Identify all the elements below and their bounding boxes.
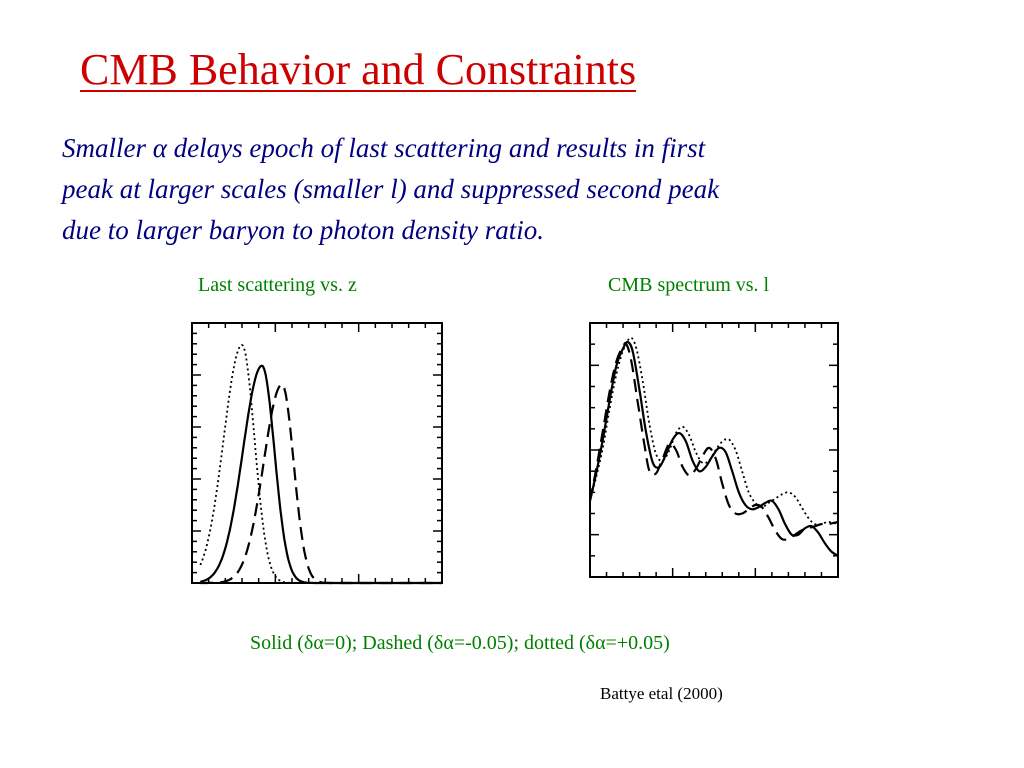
body-line-1: Smaller α delays epoch of last scatterin…	[62, 133, 706, 163]
series-line-dotted	[199, 343, 442, 584]
plot-frame	[589, 322, 839, 578]
right-chart-title: CMB spectrum vs. l	[608, 274, 770, 296]
body-text: Smaller α delays epoch of last scatterin…	[62, 128, 942, 251]
plot-frame	[191, 322, 443, 584]
slide-title: CMB Behavior and Constraints	[80, 45, 637, 94]
body-line-2: peak at larger scales (smaller l) and su…	[62, 174, 720, 204]
last-scattering-chart	[191, 322, 443, 585]
left-chart-title: Last scattering vs. z	[198, 274, 357, 296]
series-line-solid	[200, 364, 442, 585]
series-line-dotted	[589, 336, 839, 526]
citation: Battye etal (2000)	[600, 684, 723, 703]
legend-caption: Solid (δα=0); Dashed (δα=-0.05); dotted …	[250, 632, 670, 654]
cmb-spectrum-chart	[588, 322, 839, 578]
series-line-solid	[588, 340, 839, 557]
body-line-3: due to larger baryon to photon density r…	[62, 215, 544, 245]
series-line-dashed	[200, 383, 442, 585]
series-line-dashed	[588, 341, 839, 541]
